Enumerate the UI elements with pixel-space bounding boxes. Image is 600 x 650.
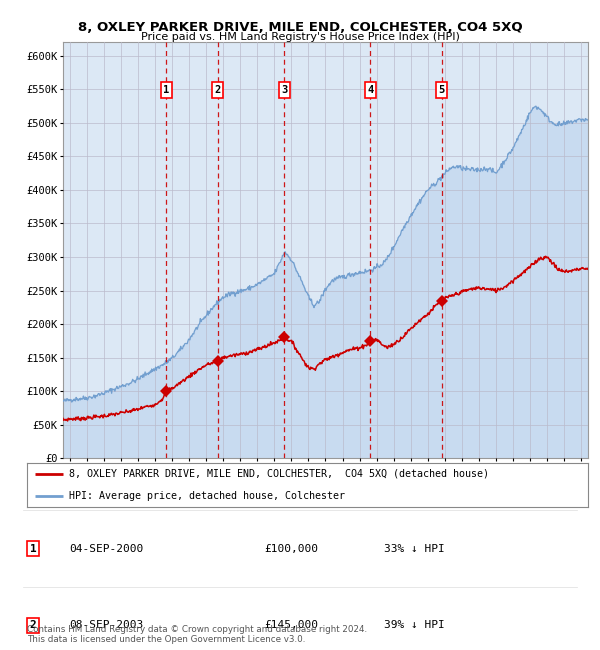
Text: 1: 1 (163, 85, 170, 95)
Text: HPI: Average price, detached house, Colchester: HPI: Average price, detached house, Colc… (69, 491, 345, 501)
Text: 3: 3 (281, 85, 287, 95)
Text: 08-SEP-2003: 08-SEP-2003 (69, 620, 143, 630)
Text: 33% ↓ HPI: 33% ↓ HPI (384, 543, 445, 554)
Text: 04-SEP-2000: 04-SEP-2000 (69, 543, 143, 554)
Text: £100,000: £100,000 (264, 543, 318, 554)
Text: 5: 5 (439, 85, 445, 95)
Text: 8, OXLEY PARKER DRIVE, MILE END, COLCHESTER, CO4 5XQ: 8, OXLEY PARKER DRIVE, MILE END, COLCHES… (77, 21, 523, 34)
Text: This data is licensed under the Open Government Licence v3.0.: This data is licensed under the Open Gov… (27, 634, 305, 644)
Text: 2: 2 (29, 620, 37, 630)
Text: 4: 4 (367, 85, 373, 95)
Text: 39% ↓ HPI: 39% ↓ HPI (384, 620, 445, 630)
Text: Contains HM Land Registry data © Crown copyright and database right 2024.: Contains HM Land Registry data © Crown c… (27, 625, 367, 634)
Text: 2: 2 (214, 85, 221, 95)
Text: 1: 1 (29, 543, 37, 554)
Text: £145,000: £145,000 (264, 620, 318, 630)
Text: Price paid vs. HM Land Registry's House Price Index (HPI): Price paid vs. HM Land Registry's House … (140, 32, 460, 42)
Text: 8, OXLEY PARKER DRIVE, MILE END, COLCHESTER,  CO4 5XQ (detached house): 8, OXLEY PARKER DRIVE, MILE END, COLCHES… (69, 469, 489, 479)
